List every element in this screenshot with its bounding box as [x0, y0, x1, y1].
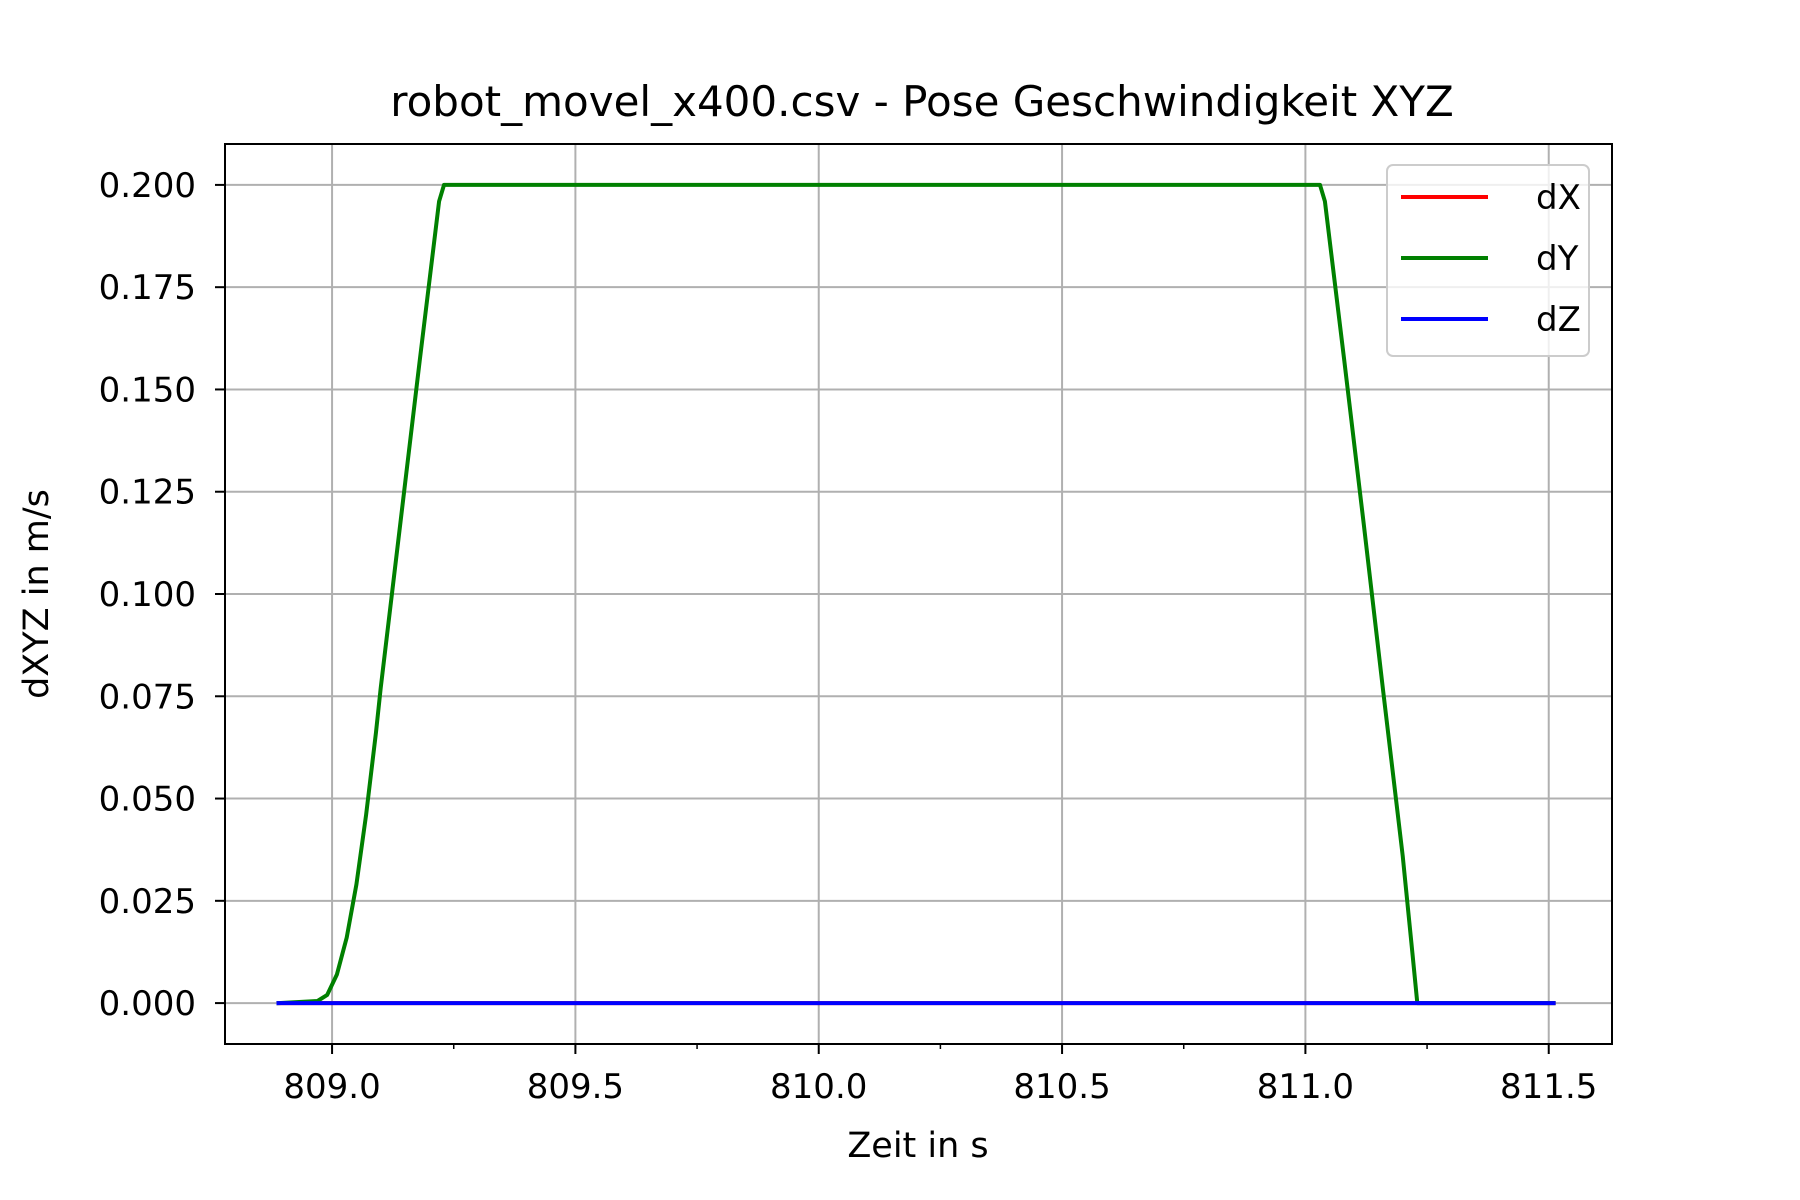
- x-tick-label: 811.5: [1500, 1067, 1597, 1107]
- x-tick-label: 809.5: [527, 1067, 624, 1107]
- x-tick-label: 810.5: [1013, 1067, 1110, 1107]
- plot-area: [276, 182, 1556, 1006]
- axis-ticks: 809.0 809.5 810.0 810.5 811.0 811.5 0.000 0.025…: [99, 166, 1598, 1107]
- y-tick-label: 0.100: [99, 575, 196, 615]
- series-line-dy: [276, 182, 1556, 1006]
- y-tick-label: 0.000: [99, 984, 196, 1024]
- y-axis-title: dXYZ in m/s: [17, 489, 57, 699]
- x-tick-label: 809.0: [283, 1067, 380, 1107]
- y-tick-label: 0.050: [99, 780, 196, 820]
- x-axis-title: Zeit in s: [847, 1126, 988, 1166]
- x-tick-label: 810.0: [770, 1067, 867, 1107]
- x-tick-label: 811.0: [1257, 1067, 1354, 1107]
- legend-box: [1386, 164, 1590, 357]
- legend-label: dZ: [1536, 300, 1581, 340]
- y-tick-label: 0.175: [99, 268, 196, 308]
- y-tick-label: 0.075: [99, 677, 196, 717]
- legend-label: dX: [1536, 178, 1581, 218]
- legend: dX dY dZ: [1386, 164, 1590, 357]
- y-tick-label: 0.150: [99, 370, 196, 410]
- legend-label: dY: [1536, 239, 1579, 279]
- chart-title: robot_movel_x400.csv - Pose Geschwindigk…: [390, 77, 1453, 126]
- y-tick-label: 0.125: [99, 473, 196, 513]
- y-tick-label: 0.025: [99, 882, 196, 922]
- y-tick-label: 0.200: [99, 166, 196, 206]
